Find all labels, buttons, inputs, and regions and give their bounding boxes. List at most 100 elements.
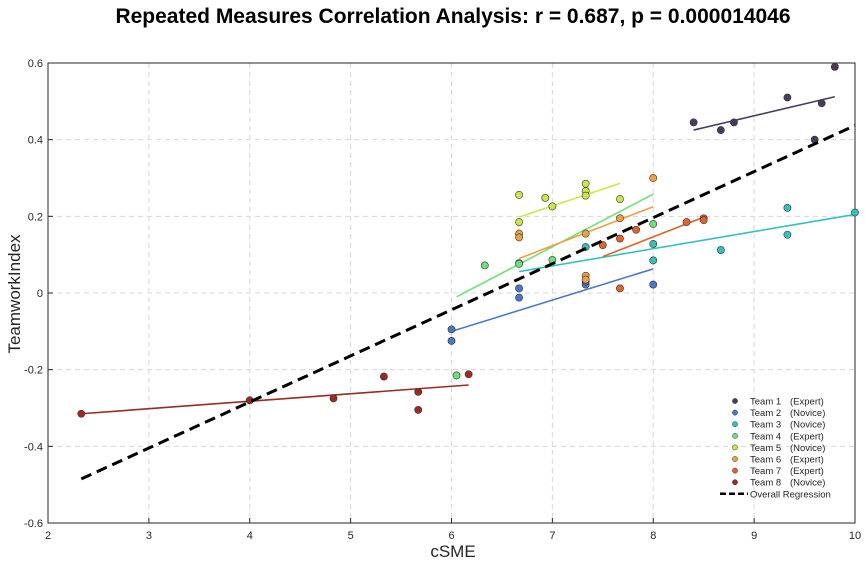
legend-group-team-3: (Novice) [790, 420, 825, 431]
data-point-team-5 [581, 191, 590, 200]
data-point-team-7 [632, 225, 641, 234]
data-point-team-8 [414, 406, 423, 414]
legend-label-team-7: Team 7 [750, 466, 781, 477]
data-point-team-2 [447, 337, 456, 345]
y-axis-label: TeamworkIndex [5, 234, 24, 354]
data-point-team-3 [783, 230, 792, 239]
legend-marker-team-8 [732, 479, 738, 486]
legend-marker-team-1 [732, 398, 738, 404]
fit-line-team-1 [693, 95, 836, 131]
y-tick-label: 0.6 [28, 58, 43, 70]
ticks: 2 3 4 5 6 7 8 9 10 -0.6 -0.4 -0.2 0 0.2 0.4 0.6 [24, 58, 861, 542]
x-tick-label: 5 [348, 530, 354, 542]
data-point-team-6 [581, 275, 590, 284]
data-point-team-5 [548, 202, 557, 211]
data-point-team-3 [716, 246, 725, 254]
legend-marker-team-3 [732, 421, 738, 428]
data-point-team-1 [830, 62, 839, 71]
data-point-team-2 [447, 325, 456, 334]
data-point-team-1 [730, 118, 738, 127]
fit-line-team-5 [518, 182, 621, 218]
y-tick-label: 0.4 [28, 135, 43, 147]
data-point-team-6 [616, 214, 624, 223]
data-point-team-1 [716, 126, 725, 134]
data-points [77, 62, 859, 418]
x-tick-label: 2 [45, 530, 51, 542]
legend-group-team-2: (Novice) [790, 408, 825, 419]
x-tick-label: 9 [751, 530, 757, 542]
legend-group-team-1: (Expert) [790, 397, 824, 408]
data-point-team-8 [77, 409, 86, 418]
data-point-team-6 [515, 233, 523, 242]
grid [47, 62, 856, 524]
data-point-team-1 [689, 118, 698, 127]
data-point-team-3 [851, 208, 859, 217]
legend-group-team-5: (Novice) [790, 443, 825, 454]
x-tick-label: 8 [650, 530, 656, 542]
legend-group-team-4: (Expert) [790, 431, 824, 442]
data-point-team-7 [616, 234, 624, 243]
data-point-team-5 [541, 194, 550, 202]
chart-title: Repeated Measures Correlation Analysis: … [115, 5, 790, 28]
data-point-team-5 [616, 195, 624, 203]
legend-group-team-6: (Expert) [790, 455, 824, 466]
x-axis-label: cSME [430, 542, 475, 561]
x-tick-label: 7 [549, 530, 555, 542]
data-point-team-7 [598, 241, 607, 249]
y-tick-label: -0.4 [24, 441, 43, 453]
data-point-team-3 [649, 240, 658, 248]
legend-label-team-1: Team 1 [750, 397, 781, 408]
y-tick-label: 0.2 [28, 211, 43, 223]
data-point-team-1 [817, 99, 826, 108]
legend-marker-team-7 [732, 467, 738, 474]
legend-label-overall: Overall Regression [750, 489, 831, 500]
legend-group-team-8: (Novice) [790, 478, 825, 489]
data-point-team-2 [515, 293, 523, 302]
legend-marker-team-6 [732, 456, 738, 462]
data-point-team-4 [649, 220, 658, 228]
x-tick-label: 10 [849, 530, 861, 542]
overall-regression-line [80, 124, 856, 481]
data-point-team-8 [464, 370, 473, 379]
legend-label-team-6: Team 6 [750, 455, 781, 466]
data-point-team-2 [515, 284, 523, 293]
x-tick-label: 3 [146, 530, 152, 542]
data-point-team-6 [649, 174, 658, 182]
legend-label-team-8: Team 8 [750, 478, 781, 489]
data-point-team-4 [452, 371, 461, 380]
fit-line-team-3 [518, 213, 856, 273]
x-tick-label: 4 [247, 530, 253, 542]
data-point-team-7 [682, 218, 691, 226]
data-point-team-7 [699, 216, 708, 225]
legend-label-team-3: Team 3 [750, 420, 781, 431]
fit-line-team-2 [451, 268, 654, 333]
data-point-team-5 [581, 179, 590, 188]
overall-regression [80, 124, 856, 481]
data-point-team-7 [616, 284, 624, 293]
legend[interactable]: Team 1 (Expert) Team 2 (Novice) Team 3 (Novic… [720, 397, 831, 501]
y-tick-label: -0.2 [24, 365, 43, 377]
y-tick-label: 0 [37, 288, 43, 300]
legend-label-team-5: Team 5 [750, 443, 781, 454]
data-point-team-3 [649, 256, 658, 265]
legend-label-team-2: Team 2 [750, 408, 781, 419]
legend-marker-team-5 [732, 444, 738, 451]
data-point-team-1 [783, 93, 792, 102]
data-point-team-5 [515, 190, 523, 199]
x-tick-label: 6 [448, 530, 454, 542]
data-point-team-3 [783, 203, 792, 212]
data-point-team-8 [380, 372, 388, 381]
legend-marker-team-2 [732, 409, 738, 416]
data-point-team-4 [480, 261, 489, 270]
data-point-team-2 [649, 280, 658, 289]
data-point-team-6 [581, 229, 590, 238]
legend-group-team-7: (Expert) [790, 466, 824, 477]
data-point-team-8 [329, 394, 338, 403]
legend-label-team-4: Team 4 [750, 431, 781, 442]
data-point-team-4 [515, 259, 523, 268]
legend-marker-team-4 [732, 432, 738, 439]
fit-lines [81, 95, 856, 415]
fit-line-team-8 [81, 384, 469, 415]
data-point-team-8 [414, 387, 423, 396]
